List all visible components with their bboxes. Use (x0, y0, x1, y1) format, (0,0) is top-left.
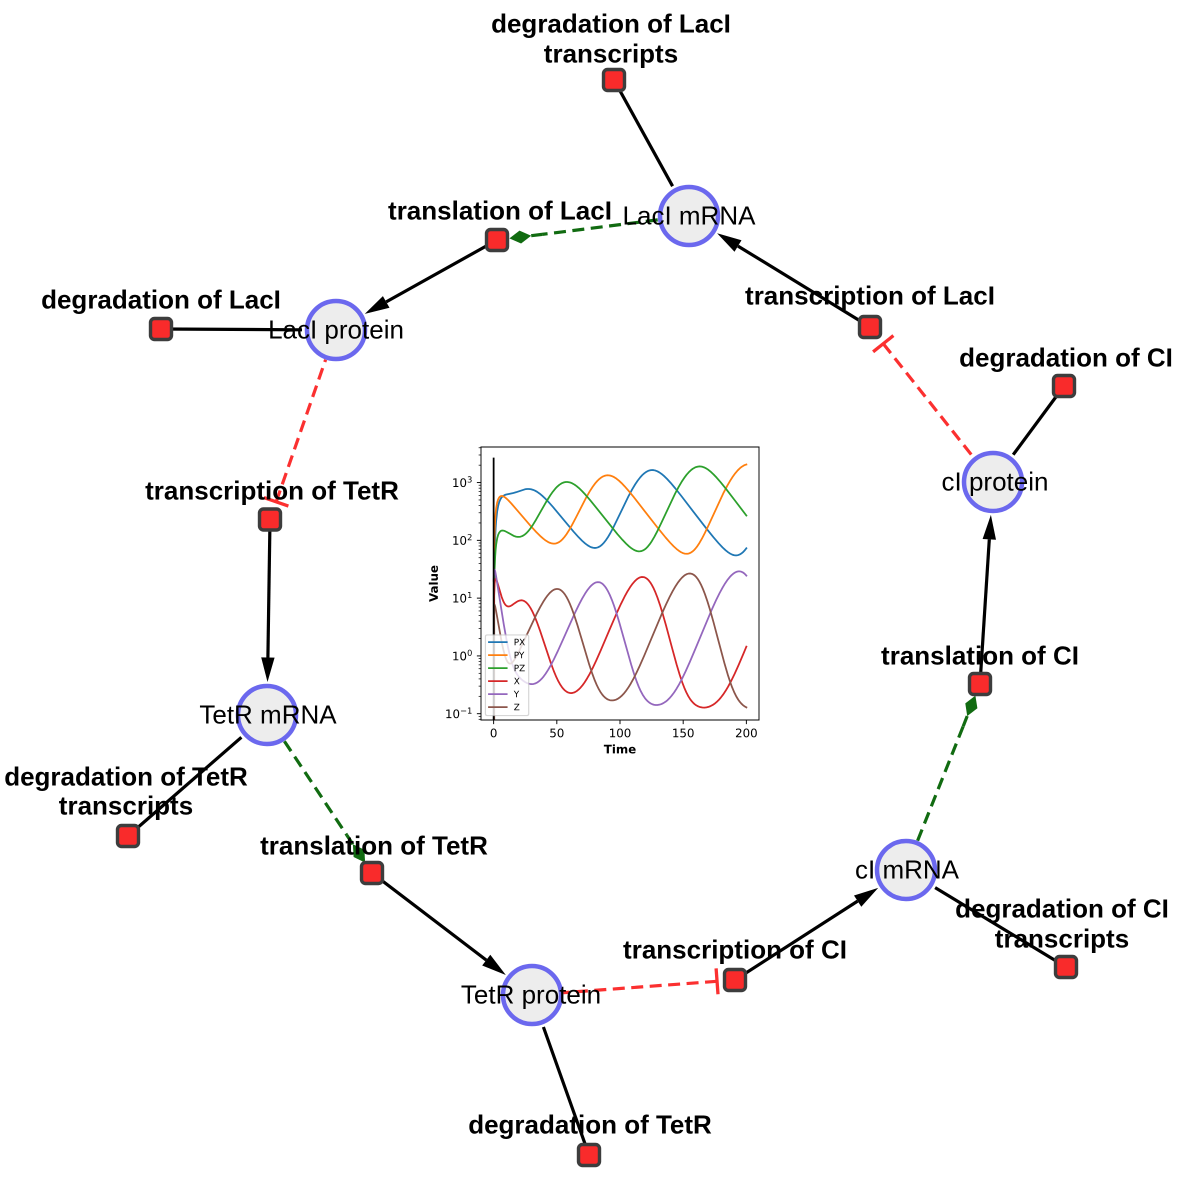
svg-text:transcripts: transcripts (544, 39, 678, 69)
svg-text:degradation of TetR: degradation of TetR (468, 1110, 712, 1140)
svg-text:cI protein: cI protein (942, 467, 1049, 497)
svg-text:translation of LacI: translation of LacI (388, 196, 612, 226)
svg-text:LacI mRNA: LacI mRNA (623, 201, 757, 231)
svg-text:degradation of CI: degradation of CI (955, 894, 1169, 924)
svg-text:transcription of TetR: transcription of TetR (145, 476, 399, 506)
svg-text:degradation of LacI: degradation of LacI (491, 9, 731, 39)
svg-text:translation of TetR: translation of TetR (260, 831, 488, 861)
svg-text:degradation of LacI: degradation of LacI (41, 285, 281, 315)
svg-text:transcripts: transcripts (59, 791, 193, 821)
svg-text:transcripts: transcripts (995, 924, 1129, 954)
svg-text:degradation of CI: degradation of CI (959, 343, 1173, 373)
svg-text:TetR protein: TetR protein (461, 980, 601, 1010)
svg-text:transcription of LacI: transcription of LacI (745, 281, 995, 311)
svg-text:cI mRNA: cI mRNA (855, 855, 960, 885)
svg-text:translation of CI: translation of CI (881, 641, 1079, 671)
svg-text:transcription of CI: transcription of CI (623, 935, 847, 965)
svg-text:LacI protein: LacI protein (268, 315, 404, 345)
svg-text:degradation of TetR: degradation of TetR (4, 762, 248, 792)
svg-text:TetR mRNA: TetR mRNA (199, 700, 337, 730)
